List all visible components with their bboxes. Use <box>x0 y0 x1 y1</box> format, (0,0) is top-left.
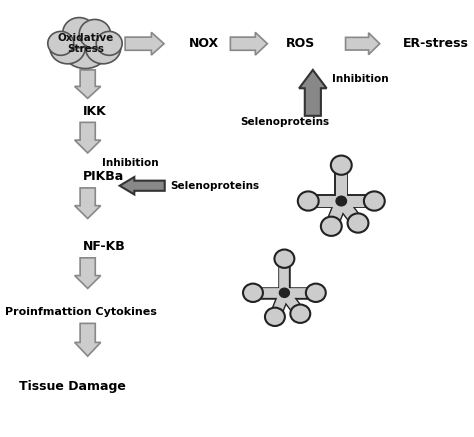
Polygon shape <box>346 33 380 55</box>
Circle shape <box>243 284 263 302</box>
Text: Inhibition: Inhibition <box>102 158 158 167</box>
Text: PIKBa: PIKBa <box>83 170 124 184</box>
Circle shape <box>298 191 319 211</box>
Circle shape <box>63 17 96 48</box>
Circle shape <box>79 20 110 49</box>
Text: Inhibition: Inhibition <box>332 74 388 83</box>
Text: IKK: IKK <box>83 105 107 118</box>
Circle shape <box>279 288 289 297</box>
Text: Oxidative
Stress: Oxidative Stress <box>57 33 113 55</box>
Text: ROS: ROS <box>286 37 316 50</box>
Text: Proinfmattion Cytokines: Proinfmattion Cytokines <box>5 308 156 317</box>
Circle shape <box>61 23 110 69</box>
Circle shape <box>291 305 310 323</box>
Circle shape <box>96 31 122 55</box>
Text: ER-stress: ER-stress <box>403 37 469 50</box>
Circle shape <box>306 284 326 302</box>
Circle shape <box>274 250 294 268</box>
Polygon shape <box>125 32 164 55</box>
Polygon shape <box>75 122 100 153</box>
Polygon shape <box>75 70 100 98</box>
Polygon shape <box>299 70 327 116</box>
Text: Selenoproteins: Selenoproteins <box>240 118 329 127</box>
Text: NOX: NOX <box>189 37 219 50</box>
Circle shape <box>50 31 85 64</box>
Polygon shape <box>75 188 100 218</box>
Polygon shape <box>230 32 267 55</box>
Circle shape <box>336 196 346 206</box>
Polygon shape <box>75 323 100 356</box>
Polygon shape <box>119 177 164 194</box>
Circle shape <box>85 31 121 64</box>
Text: NF-KB: NF-KB <box>83 240 126 253</box>
Circle shape <box>364 191 385 211</box>
Polygon shape <box>75 258 100 288</box>
Text: Selenoproteins: Selenoproteins <box>171 181 260 191</box>
Circle shape <box>347 213 368 232</box>
Text: Tissue Damage: Tissue Damage <box>19 380 126 393</box>
Circle shape <box>321 217 342 236</box>
Circle shape <box>265 308 285 326</box>
Circle shape <box>48 31 74 55</box>
Circle shape <box>331 156 352 175</box>
